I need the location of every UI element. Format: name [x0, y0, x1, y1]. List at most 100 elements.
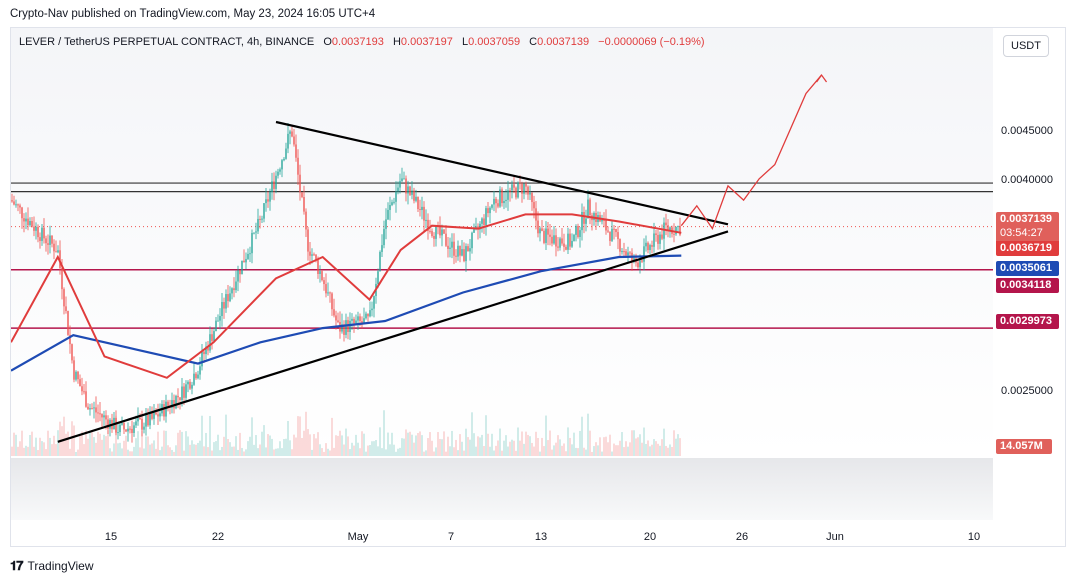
volume-bar: [295, 437, 297, 456]
price-chart[interactable]: [11, 28, 1065, 547]
volume-bar: [223, 436, 225, 456]
candle-body: [131, 428, 133, 433]
candle-body: [495, 198, 497, 204]
volume-bar: [229, 442, 231, 456]
candle-body: [607, 230, 609, 232]
volume-bar: [59, 421, 61, 456]
candle-body: [483, 218, 485, 225]
volume-bar: [537, 437, 539, 456]
low-value: 0.0037059: [468, 36, 521, 48]
level-tag: 0.0034118: [996, 278, 1059, 293]
candle-body: [237, 270, 239, 282]
x-tick: 15: [104, 531, 118, 543]
indicator-pane[interactable]: [11, 458, 993, 520]
volume-bar: [317, 432, 319, 456]
candle-body: [73, 360, 75, 380]
volume-bar: [647, 440, 649, 456]
candle-body: [389, 204, 391, 210]
candle-body: [423, 206, 425, 221]
candle-body: [467, 246, 469, 252]
candle-body: [569, 233, 571, 247]
volume-bar: [357, 442, 359, 456]
volume-bar: [307, 429, 309, 456]
volume-bar: [35, 437, 37, 456]
candle-body: [609, 231, 611, 241]
x-tick: 26: [735, 531, 749, 543]
close-label: C: [529, 36, 538, 48]
volume-bar: [117, 443, 119, 456]
volume-bar: [313, 434, 315, 456]
candle-body: [469, 248, 471, 252]
volume-bar: [543, 446, 545, 456]
candle-body: [87, 406, 89, 410]
candle-body: [359, 316, 361, 322]
footer-brand[interactable]: 𝟏𝟕 TradingView: [10, 558, 94, 574]
volume-bar: [409, 431, 411, 456]
volume-bar: [465, 428, 467, 456]
candle-body: [139, 418, 141, 420]
candle-body: [529, 192, 531, 195]
volume-bar: [369, 445, 371, 456]
volume-bar: [557, 435, 559, 456]
volume-bar: [405, 429, 407, 456]
candle-body: [185, 384, 187, 398]
volume-bar: [277, 448, 279, 456]
candle-body: [219, 316, 221, 321]
triangle-trendline: [57, 230, 729, 443]
candle-body: [151, 413, 153, 419]
projection-path: [680, 74, 822, 231]
candle-body: [89, 408, 91, 410]
chart-frame: LEVER / TetherUS PERPETUAL CONTRACT, 4h,…: [10, 27, 1066, 547]
candle-body: [103, 415, 105, 418]
triangle-trendline: [275, 120, 729, 226]
volume-bar: [505, 435, 507, 456]
volume-bar: [301, 437, 303, 456]
volume-bar: [623, 447, 625, 456]
candle-body: [407, 186, 409, 194]
volume-bar: [37, 450, 39, 456]
volume-bar: [149, 444, 151, 456]
volume-bar: [231, 446, 233, 456]
candle-body: [527, 186, 529, 195]
candle-body: [581, 211, 583, 231]
volume-bar: [299, 416, 301, 456]
volume-bar: [573, 432, 575, 456]
price-pane[interactable]: [11, 28, 993, 456]
candle-body: [563, 243, 565, 247]
volume-bar: [191, 440, 193, 456]
candle-body: [225, 294, 227, 309]
volume-bar: [111, 451, 113, 456]
candle-body: [115, 417, 117, 433]
volume-bar: [481, 434, 483, 456]
currency-button[interactable]: USDT: [1003, 35, 1049, 57]
volume-bar: [321, 448, 323, 456]
volume-bar: [599, 437, 601, 456]
candle-body: [171, 400, 173, 408]
candle-body: [37, 226, 39, 238]
candle-body: [21, 207, 23, 219]
volume-bar: [205, 432, 207, 456]
volume-bar: [211, 450, 213, 456]
volume-bar: [443, 431, 445, 456]
volume-bar: [379, 427, 381, 456]
volume-bar: [341, 435, 343, 456]
volume-bar: [339, 430, 341, 456]
volume-bar: [447, 436, 449, 456]
candle-body: [221, 302, 223, 317]
volume-bar: [605, 436, 607, 456]
last-price-tag: 0.0037139: [996, 212, 1059, 227]
volume-bar: [533, 446, 535, 456]
volume-bar: [477, 436, 479, 456]
candle-body: [443, 229, 445, 234]
volume-bar: [389, 444, 391, 456]
symbol-title: LEVER / TetherUS PERPETUAL CONTRACT, 4h,…: [19, 36, 315, 48]
candle-body: [657, 234, 659, 244]
volume-bar: [195, 444, 197, 456]
candle-body: [85, 391, 87, 407]
candle-body: [417, 196, 419, 210]
volume-bar: [365, 451, 367, 456]
volume-bar: [359, 448, 361, 456]
volume-bar: [345, 428, 347, 456]
candle-body: [105, 415, 107, 420]
candle-body: [97, 412, 99, 414]
